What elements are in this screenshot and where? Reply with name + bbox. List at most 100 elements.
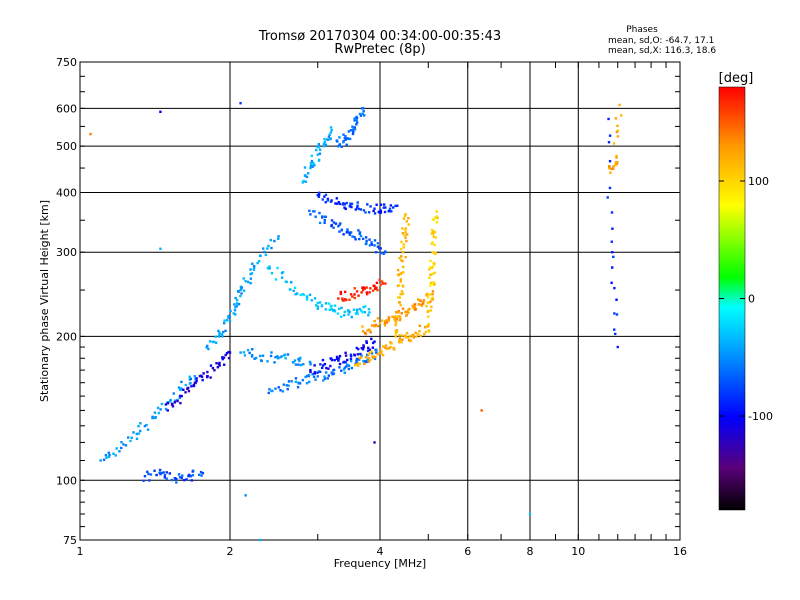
trace-scatter-point (312, 162, 315, 165)
trace-scatter-point (323, 195, 326, 198)
trace-scatter-point (338, 366, 341, 369)
trace-point (404, 310, 407, 314)
trace-scatter-point (330, 223, 333, 227)
trace-scatter-point (385, 321, 389, 324)
trace-scatter-point (405, 220, 409, 223)
trace-scatter-point (329, 364, 332, 368)
trace-scatter-point (394, 323, 397, 327)
trace-scatter-point (433, 271, 436, 275)
trace-point (349, 231, 353, 234)
trace-scatter-point (361, 311, 364, 314)
trace-scatter-point (367, 211, 371, 214)
trace-scatter-point (613, 328, 616, 331)
trace-scatter-point (429, 309, 433, 312)
trace-scatter-point (120, 446, 123, 450)
trace-scatter-point (351, 125, 354, 128)
trace-scatter-point (359, 114, 363, 117)
trace-scatter-point (407, 217, 410, 220)
trace-scatter-point (282, 383, 286, 386)
trace-scatter-point (347, 367, 351, 371)
trace-scatter-point (329, 137, 332, 140)
trace-scatter-point (317, 193, 321, 197)
trace-point (323, 140, 327, 144)
trace-scatter-point (228, 315, 232, 319)
trace-scatter-point (324, 143, 328, 147)
trace-scatter-point (376, 242, 380, 245)
trace-scatter-point (397, 296, 400, 299)
trace-scatter-point (363, 311, 367, 314)
trace-scatter-point (397, 309, 400, 313)
trace-scatter-point (216, 366, 220, 369)
trace-scatter-point (608, 186, 612, 190)
trace-scatter-point (361, 286, 365, 289)
trace-scatter-point (360, 346, 363, 350)
trace-scatter-point (610, 240, 613, 243)
trace-scatter-point (418, 298, 421, 302)
trace-point (384, 206, 387, 209)
trace-scatter-point (353, 293, 356, 296)
trace-scatter-point (358, 237, 361, 241)
trace-scatter-point (332, 226, 335, 229)
trace-scatter-point (401, 271, 405, 274)
colorbar: [deg] 100 0 -100 (719, 71, 773, 511)
trace-scatter-point (329, 131, 333, 134)
trace-scatter-point (382, 252, 385, 256)
trace-scatter-point (366, 203, 369, 206)
trace-scatter-point (324, 215, 328, 219)
trace-scatter-point (615, 154, 618, 158)
trace-scatter-point (379, 283, 382, 287)
trace-scatter-point (364, 305, 367, 308)
trace-scatter-point (314, 215, 317, 218)
trace-scatter-point (302, 179, 305, 183)
trace-scatter-point (286, 387, 289, 391)
trace-scatter-point (344, 207, 347, 211)
trace-scatter-point (392, 347, 395, 350)
trace-point (285, 384, 288, 387)
trace-scatter-point (616, 161, 619, 164)
trace-scatter-point (190, 479, 194, 482)
trace-scatter-point (143, 424, 147, 428)
trace-scatter-point (419, 303, 422, 306)
trace-scatter-point (209, 376, 212, 379)
trace-scatter-point (401, 259, 404, 263)
trace-scatter-point (294, 293, 297, 296)
trace-scatter-point (338, 230, 341, 233)
trace-point (435, 210, 438, 213)
trace-scatter-point (354, 363, 357, 367)
trace-scatter-point (175, 481, 178, 484)
trace-scatter-point (395, 329, 399, 332)
trace-scatter-point (346, 137, 349, 140)
trace-scatter-point (142, 479, 145, 482)
trace-point (228, 351, 232, 354)
trace-scatter-point (146, 428, 150, 431)
trace-scatter-point (262, 247, 265, 250)
trace-scatter-point (352, 128, 355, 131)
trace-scatter-point (339, 292, 342, 296)
trace-scatter-point (401, 338, 404, 341)
trace-scatter-point (352, 308, 356, 312)
trace-scatter-point (239, 294, 242, 298)
trace-point (343, 136, 347, 140)
trace-point (431, 251, 434, 254)
trace-scatter-point (377, 247, 381, 250)
trace-scatter-point (356, 201, 359, 204)
trace-scatter-point (373, 319, 376, 323)
trace-scatter-point (399, 280, 403, 283)
trace-scatter-point (414, 331, 417, 334)
trace-scatter-point (367, 353, 370, 356)
colorbar-tick-label: -100 (748, 410, 773, 423)
trace-scatter-point (314, 378, 317, 381)
trace-scatter-point (254, 356, 258, 360)
trace-scatter-point (336, 140, 339, 143)
trace-scatter-point (431, 296, 434, 299)
trace-scatter-point (363, 362, 366, 365)
trace-scatter-point (401, 307, 405, 310)
trace-scatter-point (394, 320, 397, 323)
trace-scatter-point (348, 231, 351, 234)
trace-scatter-point (122, 443, 125, 446)
trace-scatter-point (379, 203, 383, 206)
trace-scatter-point (217, 329, 220, 333)
trace-scatter-point (281, 390, 285, 393)
trace-scatter-point (354, 238, 357, 241)
trace-scatter-point (176, 399, 179, 403)
